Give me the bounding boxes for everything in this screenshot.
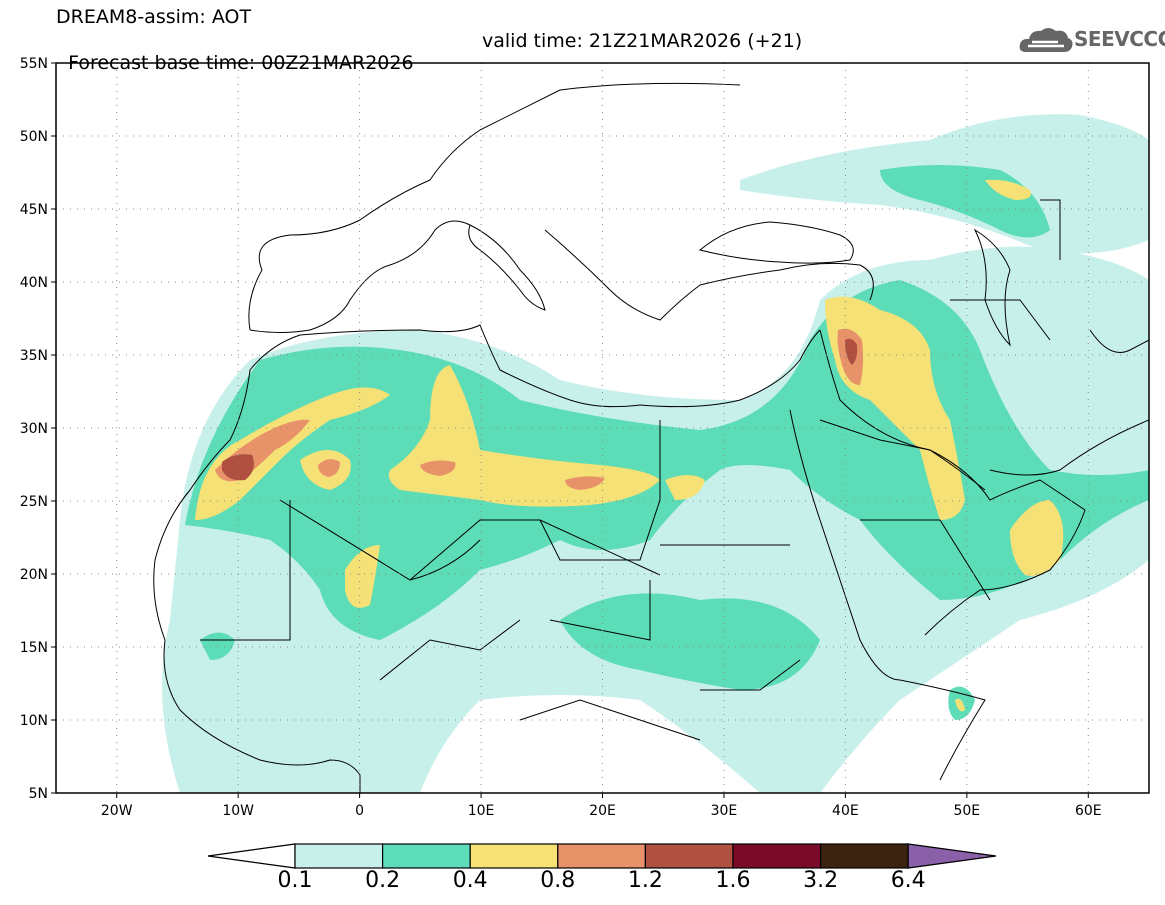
lon-tick-label: 40E: [832, 803, 859, 819]
lat-tick-label: 40N: [20, 275, 48, 291]
map-title: DREAM8-assim: AOT: [56, 6, 252, 28]
colorbar-segment: [557, 843, 646, 869]
aot-shading: [162, 114, 1149, 793]
logo-text: SEEVCCC: [1074, 27, 1165, 51]
aot-level-1.2: [222, 338, 858, 481]
colorbar-min-arrow: [207, 843, 296, 869]
lat-tick-label: 30N: [20, 421, 48, 437]
lon-tick-label: 20W: [101, 803, 133, 819]
colorbar-max-arrow: [907, 843, 997, 869]
colorbar-segment: [732, 843, 822, 869]
coastlines: [153, 82, 1149, 793]
lat-tick-label: 55N: [20, 56, 48, 72]
lat-tick-label: 15N: [20, 640, 48, 656]
colorbar-label: 0.2: [365, 868, 401, 893]
lon-tick-label: 10W: [222, 803, 254, 819]
cloud-icon: [1019, 28, 1073, 52]
valid-time-label: valid time: 21Z21MAR2026 (+21): [482, 30, 803, 52]
lon-tick-label: 0: [355, 803, 364, 819]
lat-axis: 55N 50N 45N 40N 35N 30N 25N 20N 15N 10N 5N: [20, 56, 56, 802]
colorbar-label: 1.2: [627, 868, 663, 893]
colorbar-segment: [819, 843, 909, 869]
gridlines: [56, 63, 1149, 793]
lon-tick-label: 50E: [953, 803, 980, 819]
colorbar-label: 3.2: [803, 868, 839, 893]
colorbar-label: 0.4: [452, 868, 488, 893]
colorbar-label: 6.4: [890, 868, 926, 893]
lat-tick-label: 20N: [20, 567, 48, 583]
lon-tick-label: 10E: [468, 803, 495, 819]
lat-tick-label: 10N: [20, 713, 48, 729]
lat-tick-label: 25N: [20, 494, 48, 510]
lon-axis: 20W 10W 0 10E 20E 30E 40E 50E 60E: [101, 793, 1102, 819]
colorbar-segment: [469, 843, 559, 869]
seevccc-logo: SEEVCCC: [1018, 24, 1165, 56]
colorbar-label: 0.8: [540, 868, 576, 893]
lon-tick-label: 30E: [711, 803, 738, 819]
lon-tick-label: 20E: [589, 803, 616, 819]
aot-colorbar: [207, 843, 997, 869]
lat-tick-label: 5N: [29, 786, 48, 802]
lat-tick-label: 50N: [20, 129, 48, 145]
colorbar-segment: [382, 843, 471, 869]
lon-tick-label: 60E: [1075, 803, 1102, 819]
lat-tick-label: 45N: [20, 202, 48, 218]
colorbar-label: 1.6: [715, 868, 751, 893]
colorbar-segment: [644, 843, 734, 869]
colorbar-label: 0.1: [277, 868, 313, 893]
lat-tick-label: 35N: [20, 348, 48, 364]
colorbar-segment: [294, 843, 384, 869]
